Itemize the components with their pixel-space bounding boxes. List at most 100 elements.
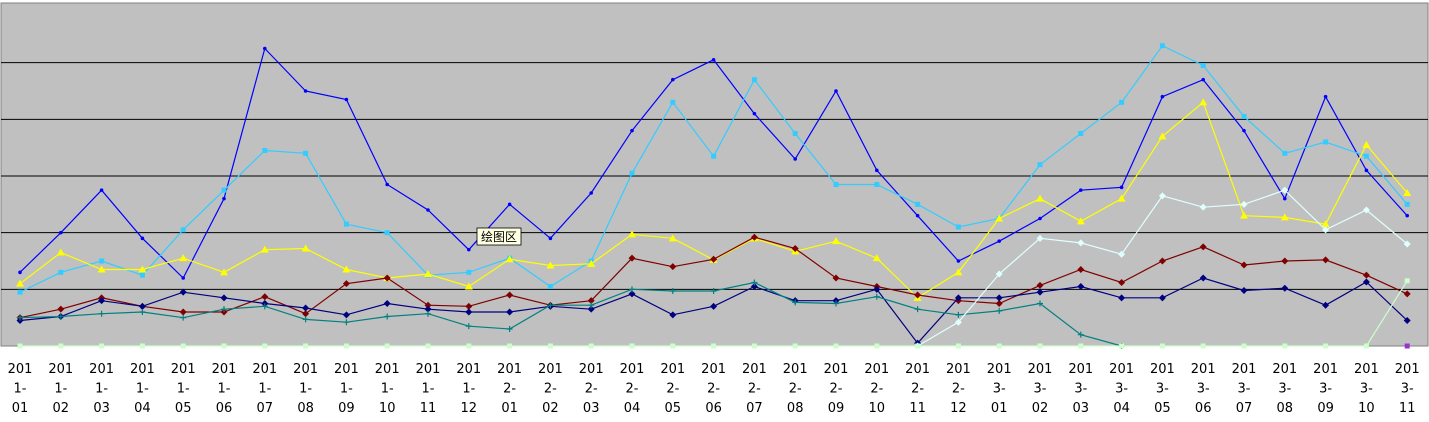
- data-point[interactable]: [1364, 168, 1369, 173]
- data-point[interactable]: [221, 187, 227, 193]
- data-point[interactable]: [1322, 256, 1330, 264]
- data-point[interactable]: [99, 188, 104, 192]
- data-point[interactable]: [1281, 284, 1289, 292]
- data-point[interactable]: [832, 274, 840, 282]
- data-point[interactable]: [750, 233, 758, 241]
- data-point[interactable]: [997, 239, 1001, 243]
- data-point[interactable]: [588, 302, 595, 309]
- data-point[interactable]: [180, 314, 187, 321]
- data-point[interactable]: [954, 294, 962, 302]
- data-point[interactable]: [18, 270, 22, 275]
- data-point[interactable]: [833, 182, 839, 187]
- data-point[interactable]: [1403, 290, 1411, 298]
- data-point[interactable]: [505, 255, 514, 263]
- data-point[interactable]: [139, 343, 145, 349]
- data-point[interactable]: [16, 279, 24, 287]
- data-point[interactable]: [506, 308, 514, 316]
- data-point[interactable]: [915, 201, 921, 207]
- data-point[interactable]: [791, 245, 799, 253]
- data-point[interactable]: [261, 303, 268, 310]
- data-point[interactable]: [424, 305, 432, 313]
- data-point[interactable]: [140, 236, 145, 241]
- data-point[interactable]: [221, 306, 227, 313]
- data-point[interactable]: [710, 255, 718, 263]
- data-point[interactable]: [669, 288, 676, 295]
- data-point[interactable]: [793, 157, 797, 161]
- data-point[interactable]: [588, 343, 594, 349]
- data-point[interactable]: [56, 248, 65, 256]
- data-point[interactable]: [668, 234, 677, 242]
- data-point[interactable]: [1199, 98, 1208, 106]
- data-point[interactable]: [465, 302, 473, 310]
- data-point[interactable]: [139, 309, 146, 315]
- data-point[interactable]: [303, 89, 308, 93]
- data-point[interactable]: [1117, 194, 1126, 202]
- data-point[interactable]: [832, 237, 840, 245]
- data-point[interactable]: [792, 343, 798, 349]
- data-point[interactable]: [220, 268, 228, 276]
- data-point[interactable]: [59, 230, 63, 235]
- data-point[interactable]: [467, 247, 471, 252]
- data-point[interactable]: [628, 254, 636, 262]
- data-point[interactable]: [57, 305, 65, 313]
- data-point[interactable]: [343, 319, 350, 326]
- data-point[interactable]: [302, 316, 309, 323]
- data-point[interactable]: [1404, 201, 1410, 207]
- data-point[interactable]: [1404, 278, 1410, 284]
- data-point[interactable]: [1322, 301, 1330, 309]
- data-point[interactable]: [995, 214, 1004, 222]
- data-point[interactable]: [995, 294, 1003, 302]
- data-point[interactable]: [955, 343, 961, 349]
- data-point[interactable]: [464, 282, 473, 290]
- data-point[interactable]: [220, 294, 228, 302]
- data-point[interactable]: [1323, 139, 1329, 145]
- data-point[interactable]: [1200, 63, 1206, 68]
- data-point[interactable]: [1201, 77, 1205, 82]
- data-point[interactable]: [303, 343, 309, 349]
- data-point[interactable]: [425, 343, 431, 349]
- data-point[interactable]: [1199, 274, 1207, 282]
- data-point[interactable]: [1362, 271, 1370, 279]
- data-point[interactable]: [1282, 150, 1288, 156]
- data-point[interactable]: [1158, 132, 1167, 140]
- data-point[interactable]: [1038, 216, 1042, 221]
- data-point[interactable]: [1079, 188, 1083, 192]
- data-point[interactable]: [97, 265, 106, 273]
- data-point[interactable]: [262, 343, 268, 349]
- data-point[interactable]: [1199, 243, 1207, 251]
- data-point[interactable]: [1078, 131, 1084, 136]
- data-point[interactable]: [57, 313, 64, 320]
- data-point[interactable]: [1037, 300, 1043, 307]
- data-point[interactable]: [954, 268, 963, 276]
- data-point[interactable]: [872, 254, 881, 262]
- data-point[interactable]: [1282, 343, 1288, 349]
- data-point[interactable]: [384, 343, 390, 349]
- data-point[interactable]: [180, 227, 186, 233]
- data-point[interactable]: [138, 302, 146, 310]
- data-point[interactable]: [383, 274, 391, 282]
- data-point[interactable]: [1158, 257, 1166, 265]
- data-point[interactable]: [1119, 185, 1124, 190]
- data-point[interactable]: [139, 272, 145, 278]
- data-point[interactable]: [955, 311, 962, 318]
- data-point[interactable]: [792, 131, 798, 136]
- data-point[interactable]: [17, 343, 23, 349]
- data-point[interactable]: [1280, 213, 1289, 221]
- data-point[interactable]: [629, 170, 635, 176]
- data-point[interactable]: [384, 230, 390, 236]
- data-point[interactable]: [221, 343, 227, 349]
- data-point[interactable]: [1321, 220, 1330, 228]
- data-point[interactable]: [1076, 217, 1085, 225]
- data-point[interactable]: [1159, 43, 1165, 49]
- data-point[interactable]: [58, 269, 64, 275]
- data-point[interactable]: [179, 254, 188, 262]
- data-point[interactable]: [1037, 343, 1043, 349]
- data-point[interactable]: [1403, 317, 1411, 324]
- data-point[interactable]: [342, 311, 350, 319]
- data-point[interactable]: [1405, 213, 1409, 218]
- data-point[interactable]: [1036, 194, 1044, 202]
- data-point[interactable]: [343, 221, 349, 227]
- data-point[interactable]: [383, 300, 391, 307]
- data-point[interactable]: [1118, 279, 1126, 287]
- data-point[interactable]: [1322, 226, 1330, 234]
